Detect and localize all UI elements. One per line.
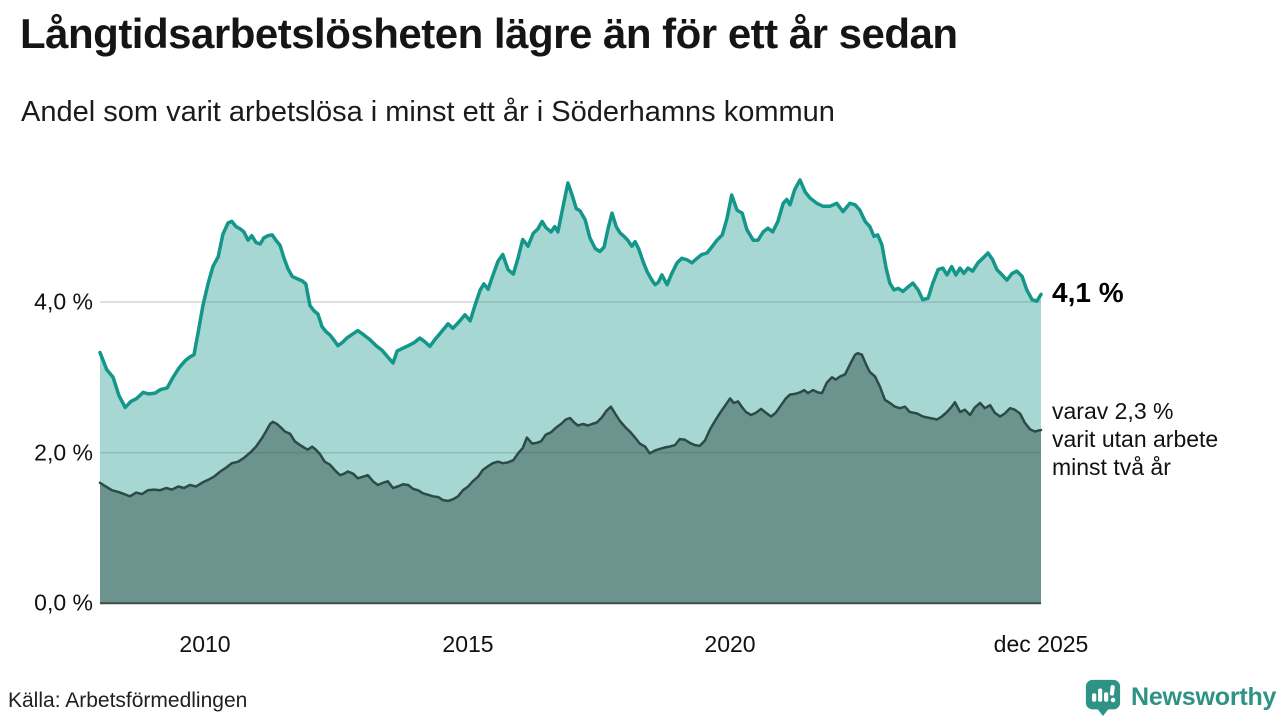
page-title: Långtidsarbetslösheten lägre än för ett … [20,10,958,57]
x-axis-label-2020: 2020 [704,631,756,657]
end-value-label: 4,1 % [1052,277,1124,308]
x-axis-label-2010: 2010 [179,631,231,657]
x-axis-label-dec2025: dec 2025 [993,631,1089,657]
y-axis-label-0: 0,0 % [34,589,93,616]
y-axis-label-2: 2,0 % [34,439,93,466]
newsworthy-logo: Newsworthy [1084,678,1276,716]
secondary-series-label-line3: minst två år [1052,454,1171,480]
page-subtitle: Andel som varit arbetslösa i minst ett å… [21,96,835,128]
newsworthy-logo-icon [1085,679,1121,716]
x-axis-label-2015: 2015 [442,631,494,657]
newsworthy-wordmark: Newsworthy [1131,682,1277,711]
secondary-series-label: varav 2,3 % varit utan arbete minst två … [1052,397,1218,481]
secondary-series-label-line2: varit utan arbete [1052,426,1219,452]
y-axis-label-4: 4,0 % [34,288,93,315]
secondary-series-label-line1: varav 2,3 % [1052,398,1174,424]
source-note: Källa: Arbetsförmedlingen [8,689,248,712]
